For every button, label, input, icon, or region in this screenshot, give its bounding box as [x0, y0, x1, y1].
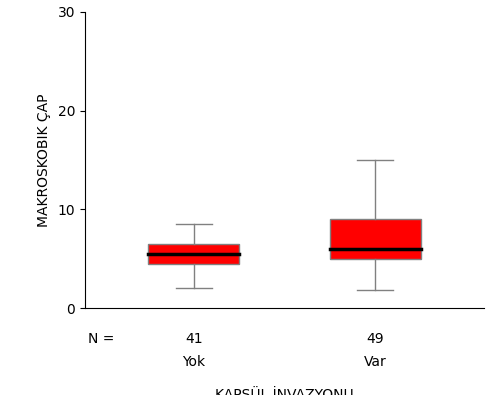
Text: Yok: Yok: [182, 356, 205, 369]
Text: 49: 49: [366, 332, 384, 346]
FancyBboxPatch shape: [330, 219, 421, 259]
Y-axis label: MAKROSKOBIK ÇAP: MAKROSKOBIK ÇAP: [36, 93, 50, 227]
Text: Var: Var: [364, 356, 387, 369]
Text: 41: 41: [185, 332, 203, 346]
FancyBboxPatch shape: [148, 244, 239, 264]
Text: N =: N =: [88, 332, 119, 346]
Text: KAPSÜL İNVAZYONU: KAPSÜL İNVAZYONU: [215, 388, 354, 395]
